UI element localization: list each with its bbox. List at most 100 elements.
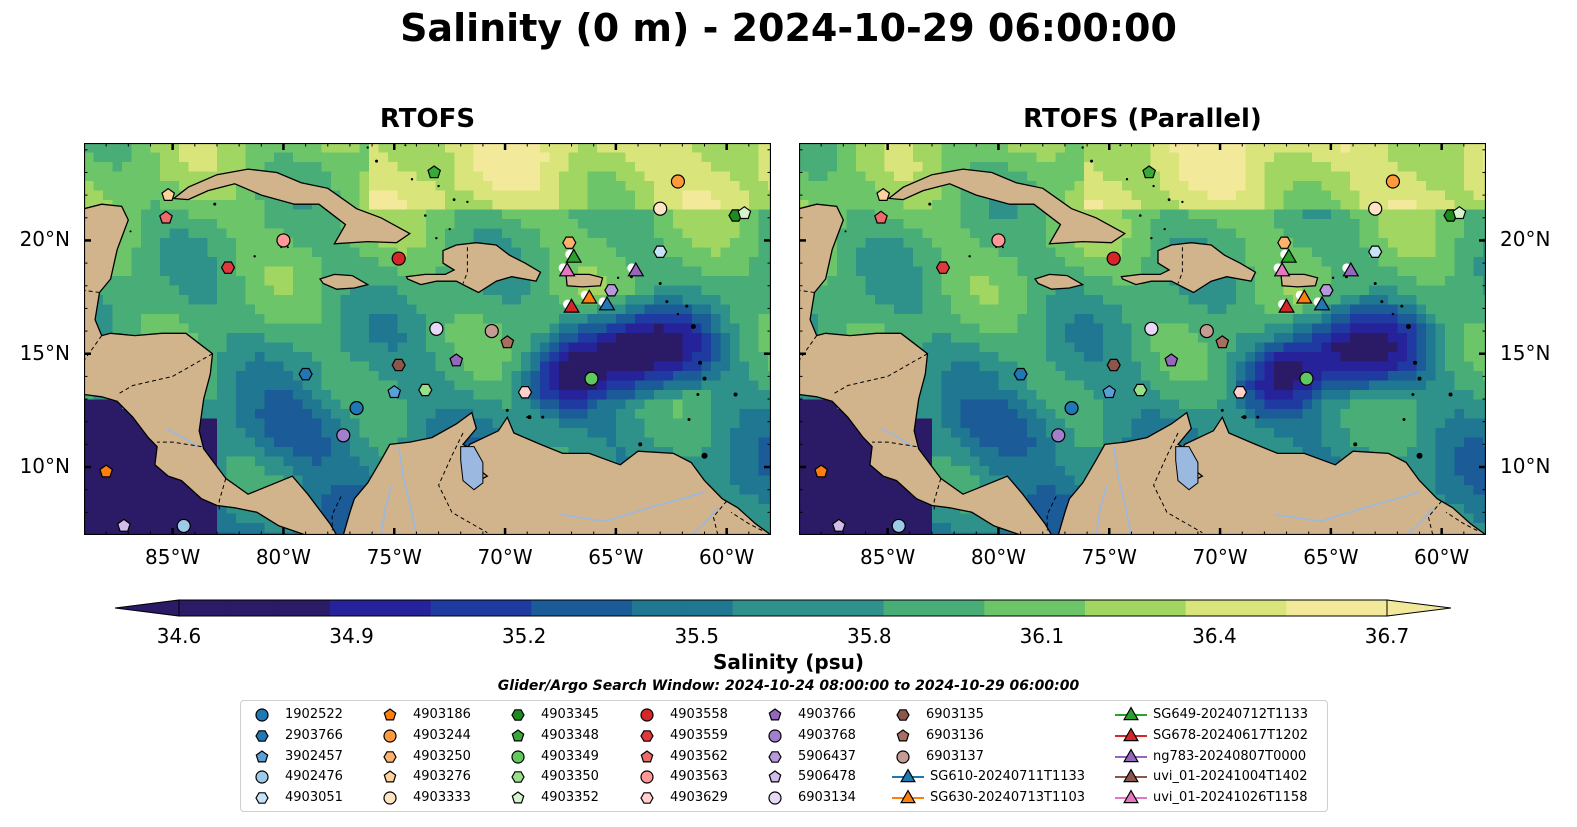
colorbar-segment — [531, 600, 583, 616]
colorbar-segment — [783, 600, 834, 616]
triangle-marker-icon — [1115, 706, 1147, 721]
legend-item-label: 6903137 — [926, 748, 984, 764]
y-tick-label: 10°N — [1500, 454, 1551, 479]
legend-item-label: 4903186 — [413, 707, 471, 722]
colorbar-extend-max — [1386, 599, 1452, 617]
island — [701, 452, 708, 459]
colorbar-tick-label: 36.4 — [1192, 624, 1237, 648]
colorbar-label: Salinity (psu) — [712, 650, 864, 674]
salinity-map-svg — [84, 143, 771, 535]
float-marker-4903186 — [814, 464, 829, 478]
island — [616, 276, 620, 280]
float-marker-4903349 — [1299, 371, 1314, 386]
colorbar-segment — [430, 600, 482, 616]
legend-float-marker — [640, 729, 654, 742]
land-puertoRico — [565, 273, 604, 288]
colorbar-segment — [732, 600, 784, 616]
legend-float-marker — [768, 770, 782, 783]
float-marker-4903186 — [99, 464, 114, 478]
float-marker-4903558 — [391, 251, 406, 266]
colorbar-segment — [682, 600, 734, 616]
circle-marker-icon — [768, 729, 782, 743]
legend-float-marker — [768, 708, 782, 721]
legend-float-marker — [383, 791, 397, 805]
figure-title: Salinity (0 m) - 2024-10-29 06:00:00 — [400, 6, 1177, 50]
legend-item-label: 5906478 — [798, 769, 856, 785]
hexagon-marker-icon — [640, 729, 654, 742]
float-marker-1902522 — [1064, 401, 1079, 416]
legend-float-marker — [255, 770, 269, 784]
float-marker-6903134 — [429, 321, 444, 336]
pentagon-marker-icon — [768, 708, 782, 721]
float-marker-4903348 — [1142, 165, 1157, 179]
legend-float-marker — [511, 709, 525, 721]
island — [452, 198, 456, 202]
hexagon-marker-icon — [383, 750, 397, 763]
x-tick-label: 70°W — [1192, 545, 1248, 569]
island — [1220, 408, 1224, 412]
island — [1417, 376, 1422, 381]
float-marker-6903136 — [1215, 335, 1230, 349]
legend-item-label: SG678-20240617T1202 — [1153, 727, 1309, 743]
colorbar-segment — [883, 600, 935, 616]
legend-float-marker — [383, 750, 397, 763]
island — [687, 417, 691, 421]
y-tick-label: 10°N — [19, 454, 70, 479]
hexagon-marker-icon — [640, 792, 654, 804]
island — [1163, 228, 1166, 231]
legend-float-marker — [896, 709, 910, 721]
legend-item-label: uvi_01-20241026T1158 — [1153, 790, 1308, 806]
float-markers — [814, 165, 1467, 534]
legend-float-marker — [255, 708, 269, 722]
island — [658, 281, 662, 285]
float-marker-6903135 — [1106, 358, 1121, 372]
triangle-marker-icon — [1115, 727, 1147, 741]
island — [844, 230, 847, 233]
island — [1391, 312, 1395, 316]
y-tick-label: 20°N — [1500, 227, 1551, 252]
float-marker-4903559 — [935, 261, 951, 274]
circle-marker-icon — [768, 791, 782, 805]
x-tick-label: 80°W — [255, 545, 312, 569]
land-hispaniola — [405, 242, 542, 294]
circle-marker-icon — [255, 770, 269, 784]
pentagon-marker-icon — [383, 708, 397, 721]
glider-markers — [558, 248, 645, 313]
legend-float-marker — [640, 770, 654, 784]
legend-float-marker — [255, 729, 269, 742]
pentagon-marker-icon — [896, 729, 910, 742]
land-central-america — [799, 203, 1053, 535]
island — [541, 415, 545, 419]
glider-marker-SG649-20240712T1133 — [1280, 248, 1298, 263]
land-puertoRico — [1280, 273, 1319, 288]
circle-marker-icon — [640, 708, 654, 722]
float-marker-4903244 — [1385, 174, 1401, 189]
colorbar-segment — [1085, 600, 1136, 616]
pentagon-marker-icon — [768, 770, 782, 783]
legend-glider-marker — [900, 789, 916, 804]
island — [466, 200, 469, 204]
island — [690, 324, 696, 330]
legend-item-label: 1902522 — [285, 707, 343, 722]
island — [928, 202, 932, 206]
x-tick-label: 65°W — [1303, 545, 1359, 569]
land-jamaica — [1033, 273, 1085, 290]
circle-marker-icon — [896, 749, 910, 764]
float-marker-4903051 — [1368, 245, 1383, 259]
island — [1413, 360, 1418, 365]
island — [253, 255, 256, 258]
float-marker-4903559 — [220, 261, 236, 274]
circle-marker-icon — [383, 729, 397, 743]
colorbar-segment — [279, 600, 331, 616]
legend-item-label: 4903333 — [413, 790, 471, 806]
legend-item-label: 4903349 — [541, 748, 599, 764]
circle-marker-icon — [511, 749, 525, 764]
float-marker-1902522 — [349, 401, 364, 416]
legend-float-marker — [383, 770, 397, 783]
x-tick-label: 75°W — [1081, 545, 1137, 569]
glider-marker-uvi_01-20241026T1158 — [558, 261, 576, 277]
colorbar-segment — [229, 600, 281, 616]
glider-marker-SG649-20240712T1133 — [565, 248, 583, 263]
legend-glider-marker — [1123, 789, 1139, 804]
y-tick-label: 20°N — [19, 227, 70, 252]
